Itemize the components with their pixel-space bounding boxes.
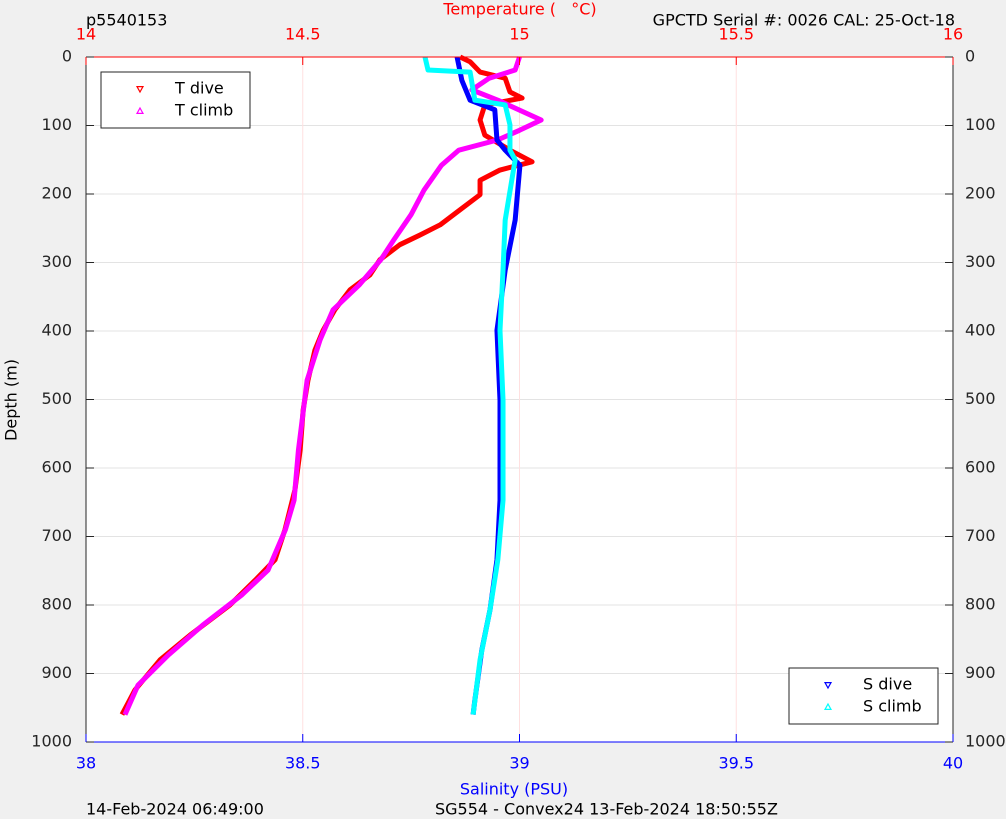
x-tick-label: 39.5 — [718, 754, 754, 773]
y-tick-label: 100 — [965, 115, 996, 134]
y-tick-label: 400 — [41, 321, 72, 340]
y-axis-label: Depth (m) — [2, 359, 21, 441]
profile-line — [422, 56, 518, 715]
legend-marker — [823, 682, 833, 690]
title-left: p5540153 — [86, 11, 167, 30]
legend-box — [788, 667, 939, 725]
y-tick-label: 900 — [41, 663, 72, 682]
y-tick-label: 1000 — [965, 732, 1006, 751]
y-tick-label: 0 — [62, 47, 72, 66]
y-tick-label: 500 — [965, 389, 996, 408]
legend-box — [100, 71, 251, 129]
y-tick-label: 100 — [41, 115, 72, 134]
legend-label: T climb — [174, 101, 233, 120]
x2-tick-label: 14.5 — [285, 25, 321, 44]
y-tick-label: 800 — [965, 595, 996, 614]
x2-tick-label: 15.5 — [718, 25, 754, 44]
y-tick-label: 1000 — [31, 732, 72, 751]
profile-line — [122, 56, 544, 716]
y-tick-label: 300 — [41, 252, 72, 271]
x2-tick-label: 14 — [76, 25, 96, 44]
y-tick-label: 0 — [965, 47, 975, 66]
y-tick-label: 900 — [965, 663, 996, 682]
x2-axis-label: Temperature ( °C) — [442, 0, 596, 19]
legend-marker — [823, 702, 833, 710]
legend-label: T dive — [174, 79, 224, 98]
y-tick-label: 500 — [41, 389, 72, 408]
title-right: GPCTD Serial #: 0026 CAL: 25-Oct-18 — [653, 11, 955, 30]
x-tick-label: 38 — [76, 754, 96, 773]
x2-tick-label: 16 — [943, 25, 963, 44]
legend-marker — [135, 86, 145, 94]
legend-label: S climb — [863, 697, 922, 716]
y-tick-label: 800 — [41, 595, 72, 614]
y-tick-label: 700 — [965, 526, 996, 545]
x-tick-label: 38.5 — [285, 754, 321, 773]
footer-left: 14-Feb-2024 06:49:00 — [86, 800, 264, 819]
y-tick-label: 300 — [965, 252, 996, 271]
x-tick-label: 40 — [943, 754, 963, 773]
y-tick-label: 700 — [41, 526, 72, 545]
legend-marker — [135, 106, 145, 114]
y-tick-label: 200 — [965, 184, 996, 203]
x2-tick-label: 15 — [509, 25, 529, 44]
legend-label: S dive — [863, 675, 912, 694]
x-axis-label: Salinity (PSU) — [460, 780, 568, 799]
y-tick-label: 200 — [41, 184, 72, 203]
y-tick-label: 600 — [41, 458, 72, 477]
y-tick-label: 400 — [965, 321, 996, 340]
x-tick-label: 39 — [509, 754, 529, 773]
y-tick-label: 600 — [965, 458, 996, 477]
footer-right: SG554 - Convex24 13-Feb-2024 18:50:55Z — [435, 800, 778, 819]
